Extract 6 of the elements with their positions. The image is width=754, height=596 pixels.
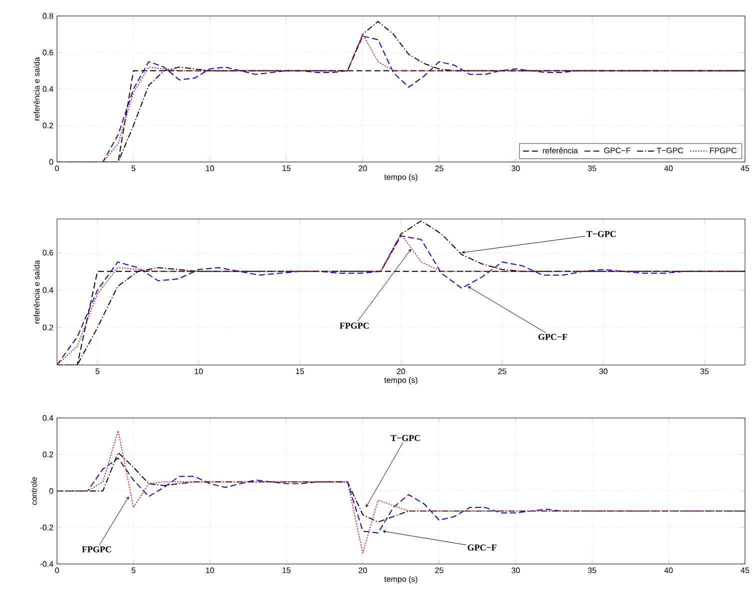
annotation: GPC−F	[538, 334, 568, 340]
annotation: FPGPC	[340, 322, 369, 329]
annotation: T−GPC	[390, 435, 420, 442]
annotation: FPGPC	[82, 546, 112, 552]
annotation: GPC−F	[468, 544, 496, 551]
annotation: T−GPC	[586, 230, 616, 237]
